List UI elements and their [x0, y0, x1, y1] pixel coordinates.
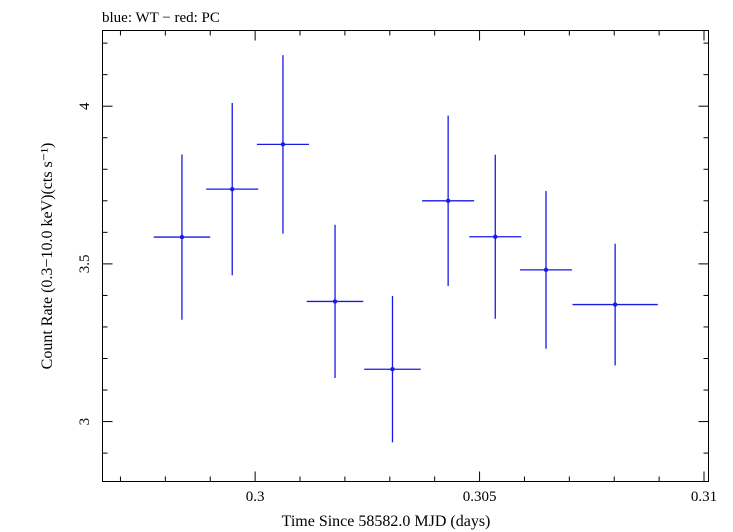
- data-point: [612, 302, 618, 307]
- y-tick-label: 3: [77, 418, 93, 426]
- data-point: [332, 299, 338, 304]
- data-points: [179, 142, 618, 372]
- chart-title: blue: WT − red: PC: [102, 10, 220, 26]
- plot-frame: [102, 30, 709, 482]
- y-axis-label: Count Rate (0.3−10.0 keV)(cts s⁻¹): [39, 143, 56, 370]
- data-point: [390, 367, 395, 372]
- x-axis-label: Time Since 58582.0 MJD (days): [282, 513, 491, 530]
- x-tick-label: 0.3: [246, 489, 265, 505]
- error-bars: [153, 55, 658, 443]
- y-tick-label: 3.5: [77, 255, 93, 274]
- x-tick-label: 0.305: [463, 489, 497, 505]
- data-point: [445, 198, 451, 204]
- x-tick-label: 0.31: [691, 489, 717, 505]
- data-point: [493, 234, 498, 239]
- y-tick-label: 4: [77, 102, 93, 110]
- axis-tick-labels: 0.3 0.305 0.31 3 3.5 4: [77, 102, 717, 505]
- axis-ticks: [102, 30, 709, 482]
- data-point: [179, 234, 185, 240]
- data-point: [280, 142, 286, 147]
- data-point: [543, 267, 549, 273]
- data-point: [230, 186, 235, 192]
